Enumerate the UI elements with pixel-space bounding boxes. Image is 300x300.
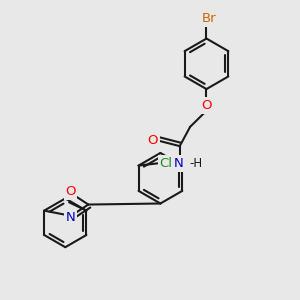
Text: O: O bbox=[201, 99, 212, 112]
Text: N: N bbox=[66, 211, 75, 224]
Text: -H: -H bbox=[189, 158, 203, 170]
Text: N: N bbox=[173, 157, 183, 170]
Text: Cl: Cl bbox=[160, 157, 173, 170]
Text: O: O bbox=[148, 134, 158, 147]
Text: Br: Br bbox=[202, 12, 216, 25]
Text: O: O bbox=[65, 185, 76, 198]
